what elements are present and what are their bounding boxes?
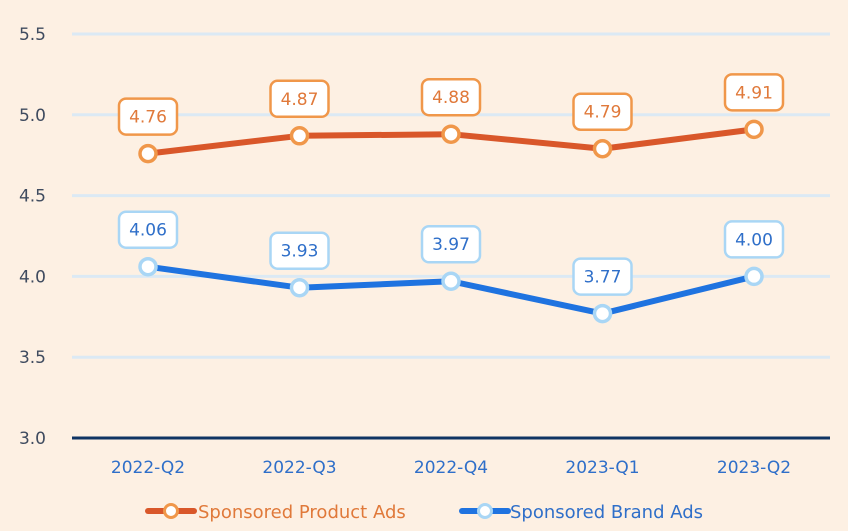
y-tick-label: 3.5	[19, 348, 46, 368]
legend-item-0: Sponsored Product Ads	[145, 502, 406, 523]
data-label: 3.93	[281, 242, 319, 262]
data-label: 4.87	[281, 90, 319, 110]
data-point	[441, 124, 461, 144]
data-label: 3.77	[584, 268, 622, 288]
legend-label: Sponsored Brand Ads	[510, 502, 703, 523]
data-point	[744, 119, 764, 140]
data-label-box	[117, 97, 179, 136]
x-tick-label: 2022-Q3	[262, 458, 336, 478]
data-point	[441, 271, 461, 291]
y-tick-label: 5.5	[19, 25, 46, 45]
legend-label: Sponsored Product Ads	[198, 502, 406, 523]
data-label-box	[420, 224, 482, 264]
data-label: 4.06	[129, 221, 167, 241]
data-point	[289, 277, 310, 298]
series-group: 4.76 4.87 4.88 4.79 4.91 4.06 3.93 3.97 3.77 4.00	[117, 73, 785, 324]
y-axis-ticks: 3.0 3.5 4.0 4.5 5.0 5.5	[19, 25, 46, 449]
series-0: 4.76 4.87 4.88 4.79 4.91	[117, 73, 785, 164]
data-label: 4.00	[735, 230, 773, 250]
data-label-box	[269, 231, 330, 270]
data-point	[592, 303, 613, 324]
data-label: 4.76	[129, 108, 167, 128]
data-label: 4.91	[735, 83, 773, 103]
x-axis-ticks: 2022-Q2 2022-Q3 2022-Q4 2023-Q1 2023-Q2	[111, 458, 791, 478]
x-tick-label: 2022-Q4	[414, 458, 488, 478]
data-point	[744, 266, 764, 287]
legend-swatch-marker	[477, 503, 493, 519]
y-tick-label: 3.0	[19, 429, 46, 449]
data-point	[138, 256, 158, 277]
data-label-box	[572, 257, 633, 296]
data-label-box	[723, 73, 785, 112]
legend-swatch-marker	[163, 503, 179, 519]
x-tick-label: 2022-Q2	[111, 458, 185, 478]
data-label: 4.79	[584, 103, 622, 123]
y-tick-label: 5.0	[19, 106, 46, 126]
data-label: 4.88	[432, 88, 470, 108]
y-tick-label: 4.5	[19, 187, 46, 207]
x-tick-label: 2023-Q2	[717, 458, 791, 478]
data-point	[138, 143, 158, 164]
data-point	[289, 126, 310, 146]
legend: Sponsored Product Ads Sponsored Brand Ads	[145, 502, 703, 523]
data-point	[592, 138, 613, 159]
y-tick-label: 4.0	[19, 267, 46, 287]
x-tick-label: 2023-Q1	[565, 458, 639, 478]
data-label-box	[420, 77, 482, 117]
data-label-box	[269, 79, 330, 119]
data-label-box	[572, 92, 633, 131]
data-label-box	[723, 220, 785, 259]
data-label-box	[117, 210, 179, 249]
data-label: 3.97	[432, 235, 470, 255]
legend-item-1: Sponsored Brand Ads	[459, 502, 703, 523]
series-1: 4.06 3.93 3.97 3.77 4.00	[117, 210, 785, 324]
